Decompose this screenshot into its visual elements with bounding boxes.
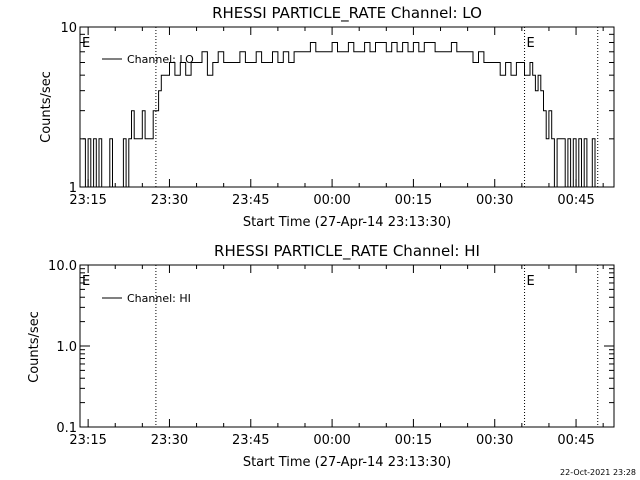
x-tick-label: 23:45 <box>232 433 269 448</box>
hi-chart-title: RHESSI PARTICLE_RATE Channel: HI <box>214 242 480 261</box>
timestamp: 22-Oct-2021 23:28 <box>560 468 636 477</box>
x-tick-label: 00:15 <box>395 433 432 448</box>
hi-x-axis-label: Start Time (27-Apr-14 23:13:30) <box>243 455 451 470</box>
hi-panel: RHESSI PARTICLE_RATE Channel: HI 23:15 23… <box>27 242 615 470</box>
x-tick-label: 23:45 <box>232 193 269 208</box>
y-tick-label: 0.1 <box>56 421 77 436</box>
hi-dotted-lines <box>155 265 599 427</box>
lo-legend-label: Channel: LO <box>127 53 194 66</box>
lo-legend: Channel: LO <box>102 53 194 66</box>
x-tick-label: 23:30 <box>151 433 188 448</box>
hi-y-ticks: 10.0 1.0 0.1 <box>48 259 614 436</box>
hi-legend: Channel: HI <box>102 292 191 305</box>
hi-x-ticks: 23:15 23:30 23:45 00:00 00:15 00:30 00:45 <box>69 265 604 448</box>
x-tick-label: 00:00 <box>313 193 350 208</box>
y-tick-label: 1 <box>69 181 77 196</box>
lo-dotted-lines <box>155 27 599 187</box>
series-line-lo <box>82 42 598 188</box>
x-tick-label: 23:15 <box>69 193 106 208</box>
x-tick-label: 00:30 <box>476 433 513 448</box>
e-marker-label: E <box>527 274 535 289</box>
lo-panel: RHESSI PARTICLE_RATE Channel: LO 23:15 23… <box>39 4 615 230</box>
x-tick-label: 23:30 <box>151 193 188 208</box>
x-tick-label: 00:00 <box>313 433 350 448</box>
lo-plot-frame <box>79 26 615 188</box>
lo-y-axis-label: Counts/sec <box>39 71 54 143</box>
x-tick-label: 00:45 <box>557 433 594 448</box>
hi-y-axis-label: Counts/sec <box>27 311 42 383</box>
lo-x-axis-label: Start Time (27-Apr-14 23:13:30) <box>243 215 451 230</box>
x-tick-label: 00:15 <box>395 193 432 208</box>
lo-chart-title: RHESSI PARTICLE_RATE Channel: LO <box>212 4 482 23</box>
e-marker-label: E <box>82 274 90 289</box>
e-marker-label: E <box>527 36 535 51</box>
y-tick-label: 10 <box>60 21 77 36</box>
y-tick-label: 1.0 <box>56 340 77 355</box>
hi-plot-frame <box>79 264 615 428</box>
lo-series <box>82 42 598 188</box>
y-tick-label: 10.0 <box>48 259 77 274</box>
x-tick-label: 23:15 <box>69 433 106 448</box>
hi-legend-label: Channel: HI <box>127 292 191 305</box>
x-tick-label: 00:45 <box>557 193 594 208</box>
e-marker-label: E <box>82 36 90 51</box>
x-tick-label: 00:30 <box>476 193 513 208</box>
